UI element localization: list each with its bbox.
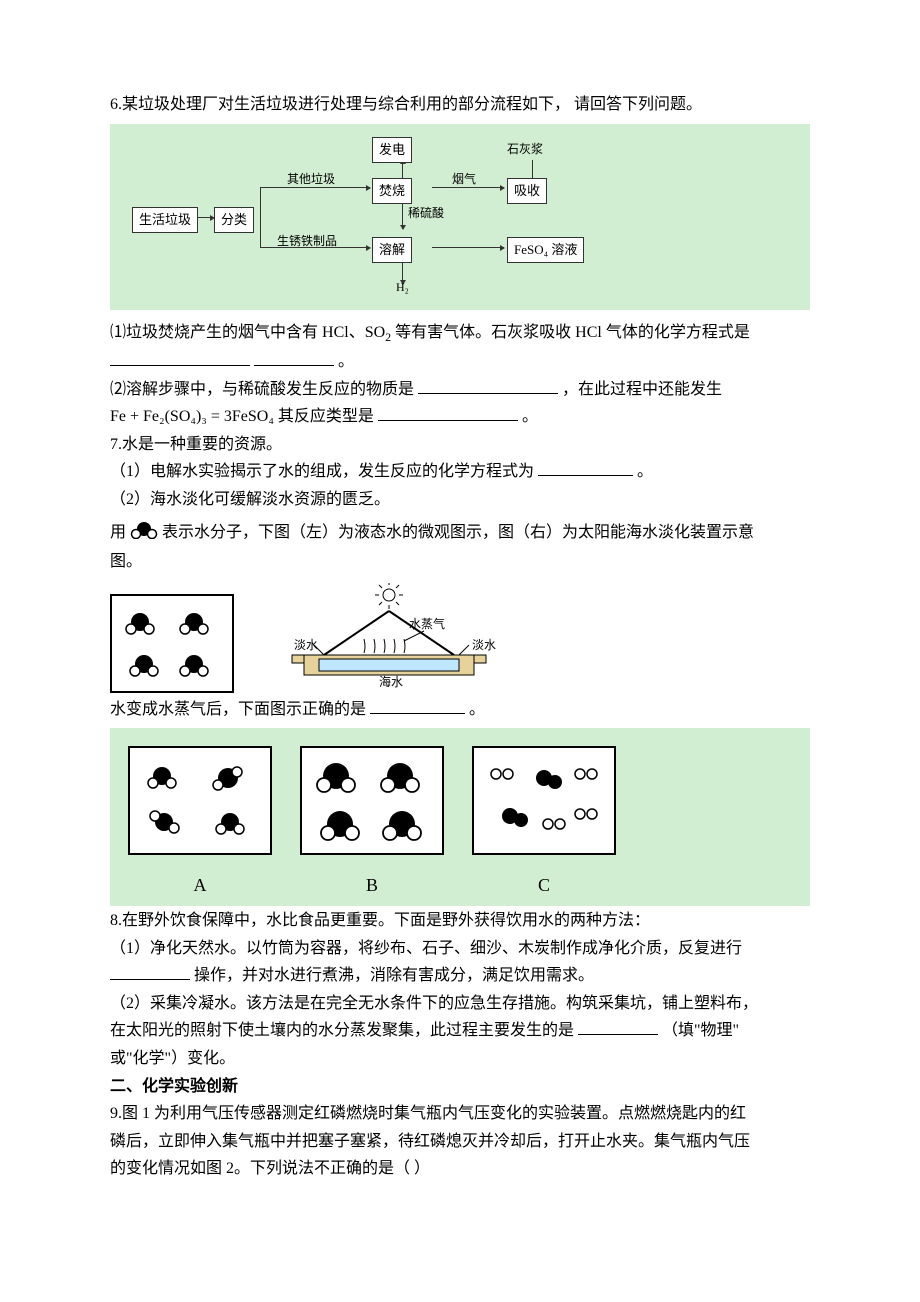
option-a-label: A bbox=[194, 871, 207, 900]
q8-p1: （1）净化天然水。以竹筒为容器，将纱布、石子、细沙、木炭制作成净化介质，反复进行 bbox=[110, 936, 810, 962]
q7-p1: （1）电解水实验揭示了水的组成，发生反应的化学方程式为 。 bbox=[110, 459, 810, 485]
q9-p2: 磷后，立即伸入集气瓶中并把塞子塞紧，待红磷熄灭并冷却后，打开止水夹。集气瓶内气压 bbox=[110, 1129, 810, 1155]
lbl-lime: 石灰浆 bbox=[507, 140, 543, 159]
blank[interactable] bbox=[370, 697, 465, 714]
sub: 2 bbox=[385, 330, 391, 344]
option-b[interactable]: B bbox=[300, 746, 444, 900]
text: 在太阳光的照射下使土壤内的水分蒸发聚集，此过程主要发生的是 bbox=[110, 1022, 574, 1039]
q6-p2: ⑵溶解步骤中，与稀硫酸发生反应的物质是 ，在此过程中还能发生 bbox=[110, 377, 810, 403]
node-dissolve: 溶解 bbox=[372, 237, 412, 264]
section-2-title: 二、化学实验创新 bbox=[110, 1074, 810, 1100]
option-a[interactable]: A bbox=[128, 746, 272, 900]
text: （填"物理" bbox=[662, 1022, 739, 1039]
node-feso4: FeSO₄ 溶液 bbox=[507, 237, 584, 264]
q8-p1b: 操作，并对水进行煮沸，消除有害成分，满足饮用需求。 bbox=[110, 963, 810, 989]
option-a-fig bbox=[128, 746, 272, 855]
water-molecule-icon bbox=[130, 519, 158, 548]
lbl-fresh-right: 淡水 bbox=[472, 638, 496, 652]
q9-p1: 9.图 1 为利用气压传感器测定红磷燃烧时集气瓶内气压变化的实验装置。点燃燃烧匙… bbox=[110, 1101, 810, 1127]
text: 。 bbox=[637, 463, 653, 480]
q7-p2: （2）海水淡化可缓解淡水资源的匮乏。 bbox=[110, 487, 810, 513]
q8-p2d: 或"化学"）变化。 bbox=[110, 1046, 810, 1072]
q6-blank1: 。 bbox=[110, 349, 810, 375]
q6-p3: Fe + Fe₂(SO₄)₃ = 3FeSO₄ 其反应类型是 。 bbox=[110, 404, 810, 430]
lbl-vapor: 水蒸气 bbox=[409, 616, 445, 631]
text: HCl、SO bbox=[322, 324, 385, 341]
q9-p3: 的变化情况如图 2。下列说法不正确的是（ ） bbox=[110, 1156, 810, 1182]
node-absorb: 吸收 bbox=[507, 178, 547, 205]
q7-p4: 水变成水蒸气后，下面图示正确的是 。 bbox=[110, 697, 810, 723]
blank[interactable] bbox=[538, 459, 633, 476]
q7-p3: 用 表示水分子，下图（左）为液态水的微观图示，图（右）为太阳能海水淡化装置示意 bbox=[110, 519, 810, 548]
node-waste: 生活垃圾 bbox=[132, 207, 198, 234]
option-c-label: C bbox=[538, 871, 550, 900]
q8-intro: 8.在野外饮食保障中，水比食品更重要。下面是野外获得饮用水的两种方法： bbox=[110, 908, 810, 934]
lbl-sea: 海水 bbox=[379, 674, 403, 689]
blank[interactable] bbox=[418, 377, 558, 394]
text: 。 bbox=[522, 408, 538, 425]
text: 操作，并对水进行煮沸，消除有害成分，满足饮用需求。 bbox=[194, 967, 594, 984]
lbl-rusty: 生锈铁制品 bbox=[277, 232, 337, 251]
q6-p1: ⑴垃圾焚烧产生的烟气中含有 HCl、SO2 等有害气体。石灰浆吸收 HCl 气体… bbox=[110, 320, 810, 347]
text: ，在此过程中还能发生 bbox=[562, 381, 722, 398]
option-c-fig bbox=[472, 746, 616, 855]
text: 。 bbox=[469, 701, 485, 718]
text: 用 bbox=[110, 524, 126, 541]
node-power: 发电 bbox=[372, 137, 412, 164]
text: ⑴垃圾焚烧产生的烟气中含有 bbox=[110, 324, 318, 341]
text: 。 bbox=[338, 353, 354, 370]
text: ⑵溶解步骤中，与稀硫酸发生反应的物质是 bbox=[110, 381, 414, 398]
desalination-diagram: 淡水 淡水 水蒸气 海水 bbox=[274, 583, 504, 693]
q7-image-row: 淡水 淡水 水蒸气 海水 bbox=[110, 583, 810, 693]
q7-intro: 7.水是一种重要的资源。 bbox=[110, 432, 810, 458]
q7-p3c: 图。 bbox=[110, 549, 810, 575]
q6-flow-diagram: 生活垃圾 分类 焚烧 溶解 发电 吸收 FeSO₄ 溶液 其他垃圾 生锈铁制品 … bbox=[110, 124, 810, 310]
blank[interactable] bbox=[578, 1018, 658, 1035]
text: 水变成水蒸气后，下面图示正确的是 bbox=[110, 701, 366, 718]
q8-p2a: （2）采集冷凝水。该方法是在完全无水条件下的应急生存措施。构筑采集坑，铺上塑料布… bbox=[110, 991, 810, 1017]
text: Fe + Fe₂(SO₄)₃ = 3FeSO₄ 其反应类型是 bbox=[110, 408, 374, 425]
lbl-flue: 烟气 bbox=[452, 170, 476, 189]
flowchart: 生活垃圾 分类 焚烧 溶解 发电 吸收 FeSO₄ 溶液 其他垃圾 生锈铁制品 … bbox=[132, 142, 788, 292]
option-c[interactable]: C bbox=[472, 746, 616, 900]
option-b-label: B bbox=[366, 871, 378, 900]
blank[interactable] bbox=[110, 963, 190, 980]
lbl-dilute: 稀硫酸 bbox=[408, 204, 444, 223]
q8-p2b: 在太阳光的照射下使土壤内的水分蒸发聚集，此过程主要发生的是 （填"物理" bbox=[110, 1018, 810, 1044]
blank[interactable] bbox=[254, 349, 334, 366]
node-incin: 焚烧 bbox=[372, 178, 412, 205]
q6-intro: 6.某垃圾处理厂对生活垃圾进行处理与综合利用的部分流程如下， 请回答下列问题。 bbox=[110, 92, 810, 118]
blank[interactable] bbox=[110, 349, 250, 366]
lbl-other: 其他垃圾 bbox=[287, 170, 335, 189]
q7-options-box: A B bbox=[110, 728, 810, 906]
text: （1）电解水实验揭示了水的组成，发生反应的化学方程式为 bbox=[110, 463, 534, 480]
option-b-fig bbox=[300, 746, 444, 855]
lbl-h2: H₂ bbox=[396, 278, 409, 297]
blank[interactable] bbox=[378, 404, 518, 421]
liquid-water-box bbox=[110, 594, 234, 693]
text: 等有害气体。石灰浆吸收 HCl 气体的化学方程式是 bbox=[395, 324, 750, 341]
text: 表示水分子，下图（左）为液态水的微观图示，图（右）为太阳能海水淡化装置示意 bbox=[162, 524, 754, 541]
node-sort: 分类 bbox=[214, 207, 254, 234]
